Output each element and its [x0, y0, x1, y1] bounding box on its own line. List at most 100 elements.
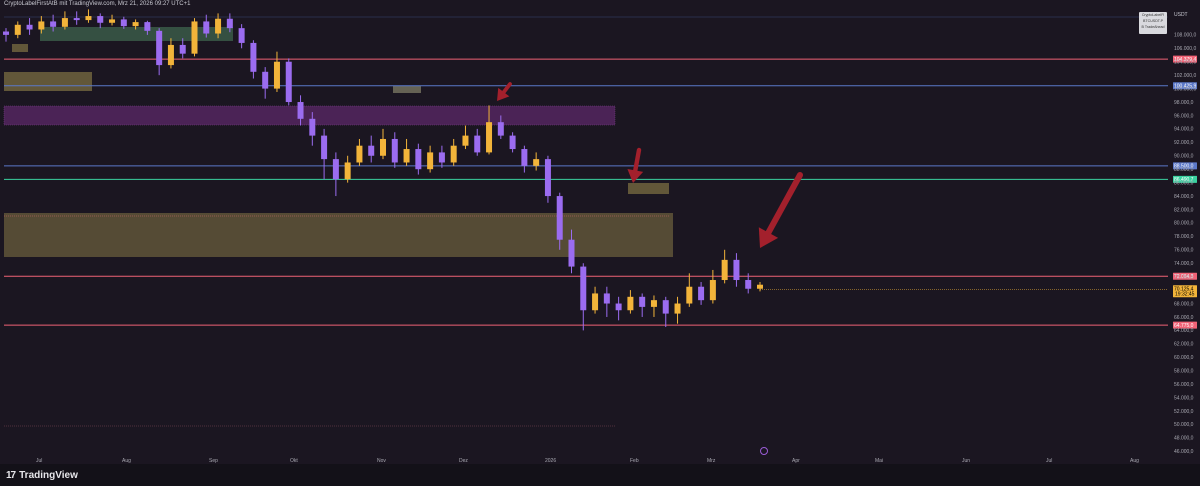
y-tick-label: 86.000,0: [1174, 180, 1194, 186]
candle-body: [568, 239, 575, 267]
candle-body: [721, 259, 728, 281]
y-tick-label: 94.000,0: [1174, 127, 1194, 133]
y-tick-label: 68.000,0: [1174, 301, 1194, 307]
candle-body: [356, 145, 363, 163]
candle-body: [332, 159, 339, 180]
candle-body: [603, 293, 610, 304]
candle-body: [262, 71, 269, 89]
arrow-2-head: [627, 168, 644, 183]
price-tag-resistance-72: [1173, 272, 1197, 280]
candle-body: [321, 135, 328, 160]
candle-body: [556, 196, 563, 240]
candle-body: [592, 293, 599, 311]
x-tick-label: Jun: [962, 458, 970, 464]
candle-body: [368, 145, 375, 156]
candle-body: [698, 286, 705, 301]
x-tick-label: Feb: [630, 458, 639, 464]
candle-body: [61, 18, 68, 27]
y-tick-label: 108.000,0: [1174, 33, 1196, 39]
candle-body: [533, 159, 540, 166]
x-tick-label: Okt: [290, 458, 298, 464]
zone-teal-top: [40, 27, 233, 41]
y-tick-label: 46.000,0: [1174, 449, 1194, 455]
candle-body: [309, 118, 316, 136]
zone-olive-mid: [628, 183, 669, 194]
candle-body: [179, 44, 186, 54]
tradingview-logo[interactable]: 17 TradingView: [6, 470, 78, 481]
y-tick-label: 52.000,0: [1174, 409, 1194, 415]
candle-body: [3, 31, 9, 35]
zone-olive-small: [12, 44, 28, 52]
symbol-box: CryptoLabelFi BTCUSDT.P B TradeAhead: [1139, 12, 1167, 34]
price-tag-green-86: [1173, 175, 1197, 183]
candle-body: [380, 138, 386, 156]
candle-body: [38, 21, 45, 30]
y-tick-label: 58.000,0: [1174, 368, 1194, 374]
candle-body: [580, 266, 587, 311]
arrow-3-head: [758, 227, 779, 248]
candle-body: [415, 149, 422, 170]
y-tick-label: 56.000,0: [1174, 382, 1194, 388]
candle-body: [73, 18, 80, 21]
candle-body: [85, 16, 92, 21]
x-tick-label: Mai: [875, 458, 883, 464]
symbol-line-3: B TradeAhead: [1141, 25, 1165, 29]
candle-body: [544, 159, 551, 197]
candle-body: [662, 300, 669, 314]
candle-body: [50, 21, 57, 27]
candle-body: [344, 162, 351, 180]
x-tick-label: Aug: [122, 458, 131, 464]
y-tick-label: 74.000,0: [1174, 261, 1194, 267]
candle-body: [674, 303, 681, 314]
price-tag-text-support-64: 64.775,0: [1174, 323, 1194, 329]
candle-body: [132, 22, 139, 27]
y-tick-label: 82.000,0: [1174, 207, 1194, 213]
candle-body: [438, 152, 445, 163]
current-price-text: 70.125,4: [1174, 287, 1194, 293]
candle-body: [226, 18, 233, 29]
price-tag-blue-88: [1173, 162, 1197, 170]
x-tick-label: Dez: [459, 458, 468, 464]
candle-body: [733, 259, 740, 281]
y-tick-label: 62.000,0: [1174, 342, 1194, 348]
y-tick-label: 96.000,0: [1174, 113, 1194, 119]
candle-body: [497, 122, 504, 136]
candle-body: [757, 284, 763, 289]
candle-body: [403, 149, 410, 163]
candle-body: [509, 135, 516, 150]
candle-body: [250, 42, 257, 72]
symbol-line-2: BTCUSDT.P: [1143, 19, 1163, 23]
symbol-line-1: CryptoLabelFi: [1141, 13, 1165, 17]
y-tick-label: 106.000,0: [1174, 46, 1196, 52]
arrow-1-shaft: [501, 82, 512, 95]
candle-body: [97, 16, 104, 23]
candle-body: [285, 61, 292, 103]
footer-bar: 17 TradingView: [0, 464, 1200, 486]
y-tick-label: 64.000,0: [1174, 328, 1194, 334]
candle-body: [297, 102, 304, 119]
arrow-3-shaft: [765, 171, 804, 236]
x-tick-label: 2026: [545, 458, 556, 464]
candle-body: [627, 296, 634, 311]
zone-purple: [3, 105, 616, 126]
candle-body: [156, 30, 163, 66]
x-tick-label: Nov: [377, 458, 386, 464]
candle-body: [474, 135, 481, 153]
x-tick-label: Sep: [209, 458, 218, 464]
candle-body: [745, 280, 752, 289]
x-tick-label: Mrz: [707, 458, 716, 464]
price-chart[interactable]: 104.379,4 100.425,9 88.500,0 86.490,7 72.064…: [0, 0, 1200, 464]
y-tick-label: 98.000,0: [1174, 100, 1194, 106]
y-tick-label: 66.000,0: [1174, 315, 1194, 321]
candle-body: [109, 19, 116, 23]
y-tick-label: 104.000,0: [1174, 60, 1196, 66]
candle-body: [462, 135, 469, 146]
x-tick-label: Jul: [36, 458, 42, 464]
candle-body: [203, 21, 210, 34]
zone-olive-left: [4, 72, 92, 91]
currency-label[interactable]: USDT: [1174, 12, 1188, 18]
eye-icon[interactable]: [760, 447, 768, 455]
price-tag-text-green-86: 86.490,7: [1174, 177, 1194, 183]
price-tag-text-resistance-72: 72.064,3: [1174, 274, 1194, 280]
y-tick-label: 88.000,0: [1174, 167, 1194, 173]
